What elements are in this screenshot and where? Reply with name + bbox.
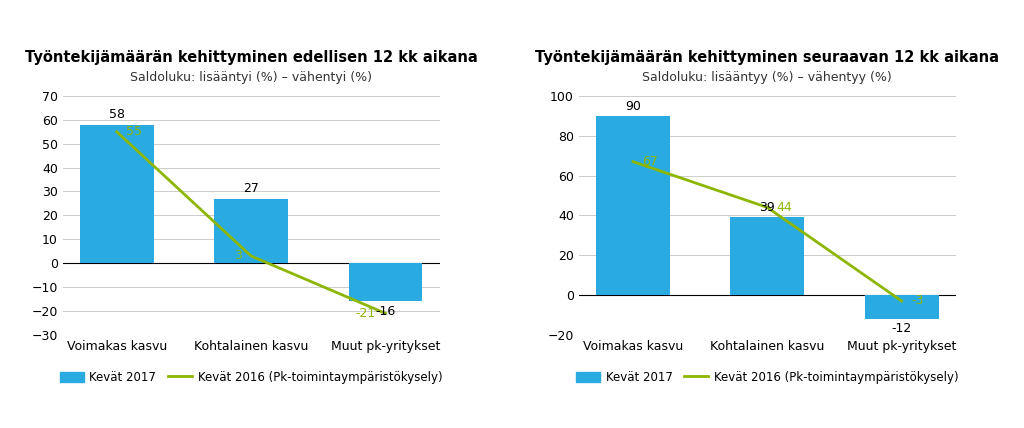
Bar xyxy=(730,217,804,295)
Text: 90: 90 xyxy=(625,100,641,113)
Bar xyxy=(348,263,423,301)
Text: Saldoluku: lisääntyy (%) – vähentyy (%): Saldoluku: lisääntyy (%) – vähentyy (%) xyxy=(642,71,892,84)
Text: -12: -12 xyxy=(892,322,911,335)
Bar xyxy=(596,116,670,295)
Bar xyxy=(80,125,154,263)
Text: 44: 44 xyxy=(776,201,793,214)
Text: 55: 55 xyxy=(126,125,142,138)
Text: 3: 3 xyxy=(233,250,242,262)
Bar xyxy=(864,295,939,319)
Text: -16: -16 xyxy=(376,305,395,318)
Text: 27: 27 xyxy=(243,182,259,195)
Bar xyxy=(214,199,288,263)
Legend: Kevät 2017, Kevät 2016 (Pk-toimintaympäristökysely): Kevät 2017, Kevät 2016 (Pk-toimintaympär… xyxy=(571,366,964,389)
Text: Saldoluku: lisääntyi (%) – vähentyi (%): Saldoluku: lisääntyi (%) – vähentyi (%) xyxy=(130,71,372,84)
Text: -3: -3 xyxy=(911,294,924,307)
Legend: Kevät 2017, Kevät 2016 (Pk-toimintaympäristökysely): Kevät 2017, Kevät 2016 (Pk-toimintaympär… xyxy=(55,366,447,389)
Text: 67: 67 xyxy=(642,155,658,168)
Text: -21: -21 xyxy=(355,307,376,320)
Text: Työntekijämäärän kehittyminen seuraavan 12 kk aikana: Työntekijämäärän kehittyminen seuraavan … xyxy=(536,50,999,65)
Text: 39: 39 xyxy=(760,202,775,214)
Text: Työntekijämäärän kehittyminen edellisen 12 kk aikana: Työntekijämäärän kehittyminen edellisen … xyxy=(25,50,477,65)
Text: 58: 58 xyxy=(109,108,125,121)
